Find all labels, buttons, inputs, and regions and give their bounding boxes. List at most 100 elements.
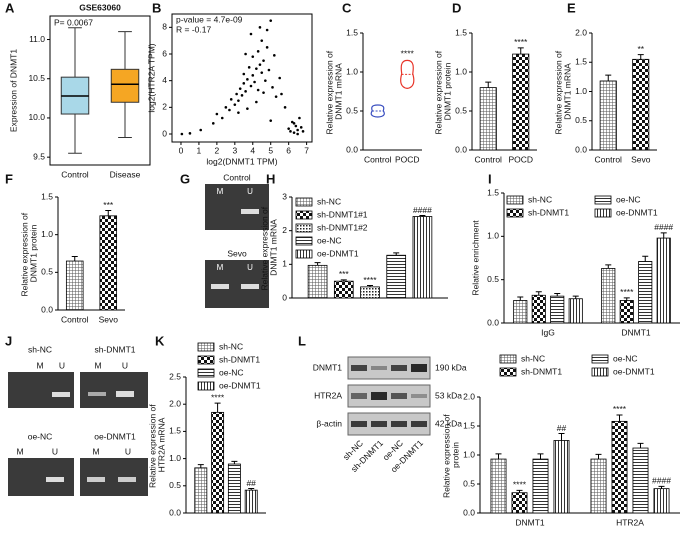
error-bar (658, 485, 665, 489)
legend-swatch (499, 367, 517, 377)
whisker (118, 31, 132, 139)
bar (333, 280, 354, 299)
significance: *** (339, 269, 350, 279)
point (292, 131, 296, 134)
bar (632, 447, 649, 514)
legend-swatch (295, 236, 313, 246)
annotation: p-value = 4.7e-09 (176, 14, 243, 24)
point (274, 95, 278, 98)
point (258, 26, 262, 29)
bar (360, 286, 380, 299)
x-tick-label: 1 (197, 145, 202, 155)
bar (211, 411, 225, 514)
point (271, 86, 274, 89)
gel-band (118, 477, 136, 482)
point (240, 94, 244, 97)
y-axis-label: Relative expression of DNMT1 protein (20, 211, 39, 297)
bar (568, 298, 583, 324)
panel-label: J (5, 333, 12, 348)
point (246, 78, 249, 81)
error-bar (605, 74, 612, 81)
legend-swatch (295, 210, 313, 220)
significance: **** (620, 287, 634, 297)
point (287, 127, 290, 130)
lane-label: U (52, 446, 58, 456)
y-tick-label: 0.5 (463, 478, 475, 488)
point (235, 92, 238, 96)
y-axis-label: Relative expression of HTR2A mRNA (148, 402, 167, 488)
point (262, 59, 265, 62)
gel-group: oe-NC (28, 431, 53, 441)
point (249, 32, 253, 36)
legend-swatch (594, 195, 612, 205)
y-tick-label: 2.5 (169, 371, 181, 381)
point (199, 128, 203, 132)
bar (532, 458, 549, 514)
blot-bands (351, 364, 427, 427)
legend-label: sh-DNMT1#2 (317, 222, 368, 232)
y-tick-label: 1.5 (169, 426, 181, 436)
y-axis-label: Relative expression of protein (442, 412, 461, 498)
x-tick-label: 4 (250, 145, 255, 155)
x-tick-label: 0 (179, 145, 184, 155)
legend-label: oe-NC (616, 194, 641, 204)
legend-label: oe-NC (219, 367, 244, 377)
x-tick-label: Sevo (631, 154, 651, 164)
significance: **** (401, 49, 415, 59)
y-tick-label: 0.5 (575, 115, 587, 125)
point (298, 116, 301, 120)
significance: **** (613, 404, 627, 414)
panel-label: L (298, 333, 306, 348)
lane-label: U (59, 360, 65, 370)
panel-label: I (488, 171, 492, 186)
point (180, 132, 184, 136)
error-bar (558, 433, 565, 441)
point (258, 63, 262, 66)
bar (656, 237, 671, 324)
y-tick-label: 10.5 (28, 73, 45, 83)
legend-swatch (197, 342, 215, 352)
bar (490, 458, 507, 514)
error-bar (660, 232, 667, 239)
size-label: 190 kDa (435, 362, 467, 372)
gel-j: sh-NC M U sh-DNMT1 M U oe-NC M U oe-DNMT… (8, 344, 148, 496)
y-axis-label: Relative expression of DNMT1 protein (434, 49, 453, 135)
gel-band (211, 284, 229, 289)
gel (205, 184, 269, 230)
x-tick-label: 5 (268, 145, 273, 155)
violin (370, 104, 385, 118)
point (253, 80, 256, 84)
bar (227, 463, 241, 514)
significance: ## (557, 423, 567, 433)
legend-label: sh-NC (317, 196, 341, 206)
y-tick-label: 0.0 (575, 144, 587, 154)
legend-swatch (499, 354, 517, 364)
protein-label: DNMT1 (313, 362, 343, 372)
error-bar (642, 255, 649, 262)
panel-label: K (155, 333, 165, 348)
point (294, 124, 298, 128)
error-bar (495, 453, 502, 460)
significance: **** (211, 392, 225, 402)
point (301, 130, 305, 133)
y-tick-label: 0.5 (455, 105, 467, 115)
gel (80, 372, 148, 408)
legend-label: oe-NC (317, 235, 342, 245)
error-bar (105, 210, 112, 216)
bar (601, 267, 616, 324)
error-bar (485, 81, 492, 88)
y-tick-label: 0.0 (487, 317, 499, 327)
point (220, 116, 224, 120)
point (251, 74, 255, 77)
bar (638, 261, 653, 324)
lane-label: M (36, 360, 43, 370)
error-bar (595, 453, 602, 460)
error-bar (419, 215, 426, 217)
bar (513, 300, 528, 324)
x-tick-label: POCD (508, 154, 533, 164)
point (244, 52, 247, 56)
error-bar (214, 402, 221, 413)
y-tick-label: 1.5 (487, 187, 499, 197)
gel-band (52, 392, 70, 397)
